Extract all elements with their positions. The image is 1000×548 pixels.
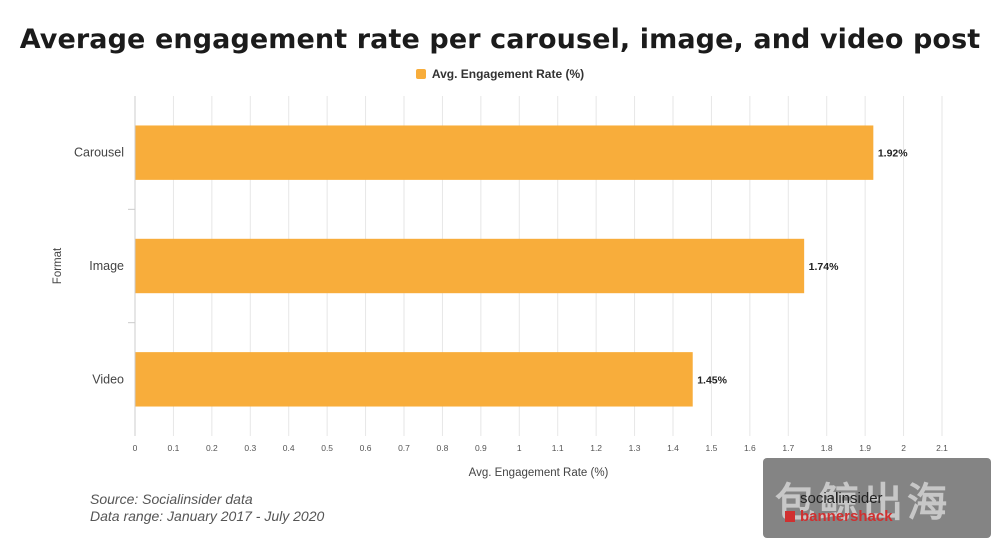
x-tick-label: 1.3 [629,443,641,453]
x-tick-label: 1.2 [590,443,602,453]
y-tick-label: Image [89,259,124,273]
x-tick-label: 0.3 [244,443,256,453]
y-axis-title: Format [52,247,64,284]
x-tick-label: 0.9 [475,443,487,453]
socialinsider-logo: socialinsider [800,490,883,507]
x-tick-label: 0.1 [168,443,180,453]
x-tick-label: 0.5 [321,443,333,453]
x-tick-label: 0.6 [360,443,372,453]
legend[interactable]: Avg. Engagement Rate (%) [0,67,1000,81]
x-tick-label: 1 [517,443,522,453]
x-tick-label: 1.7 [782,443,794,453]
source-note: Source: Socialinsider data [90,491,253,507]
watermark: 包鲸出海 socialinsider bannershack [763,458,991,538]
bannershack-logo: bannershack [785,508,893,525]
y-tick-label: Video [92,372,124,386]
bannershack-flag-icon [785,511,795,522]
x-tick-label: 2.1 [936,443,948,453]
legend-swatch [415,69,426,79]
bar-carousel [135,125,874,180]
x-tick-label: 1.5 [706,443,718,453]
data-label: 1.92% [878,148,908,160]
x-tick-label: 1.9 [859,443,871,453]
x-tick-label: 0 [133,443,138,453]
bar-image [135,238,805,294]
bannershack-logo-text: bannershack [800,508,893,525]
bar-video [135,352,693,407]
data-range-note: Data range: January 2017 - July 2020 [90,508,325,524]
x-tick-label: 0.7 [398,443,410,453]
x-tick-label: 1.6 [744,443,756,453]
x-tick-label: 1.1 [552,443,564,453]
x-tick-label: 1.8 [821,443,833,453]
y-tick-label: Carousel [74,146,124,160]
x-tick-label: 0.2 [206,443,218,453]
x-tick-label: 0.8 [437,443,449,453]
x-tick-label: 0.4 [283,443,295,453]
x-axis-title: Avg. Engagement Rate (%) [469,467,609,479]
chart-title: Average engagement rate per carousel, im… [19,24,981,55]
legend-label: Avg. Engagement Rate (%) [431,67,585,81]
x-tick-label: 2 [901,443,906,453]
data-label: 1.74% [809,261,839,273]
watermark-text: 包鲸出海 [775,480,951,526]
x-tick-label: 1.4 [667,443,679,453]
data-label: 1.45% [697,374,727,386]
